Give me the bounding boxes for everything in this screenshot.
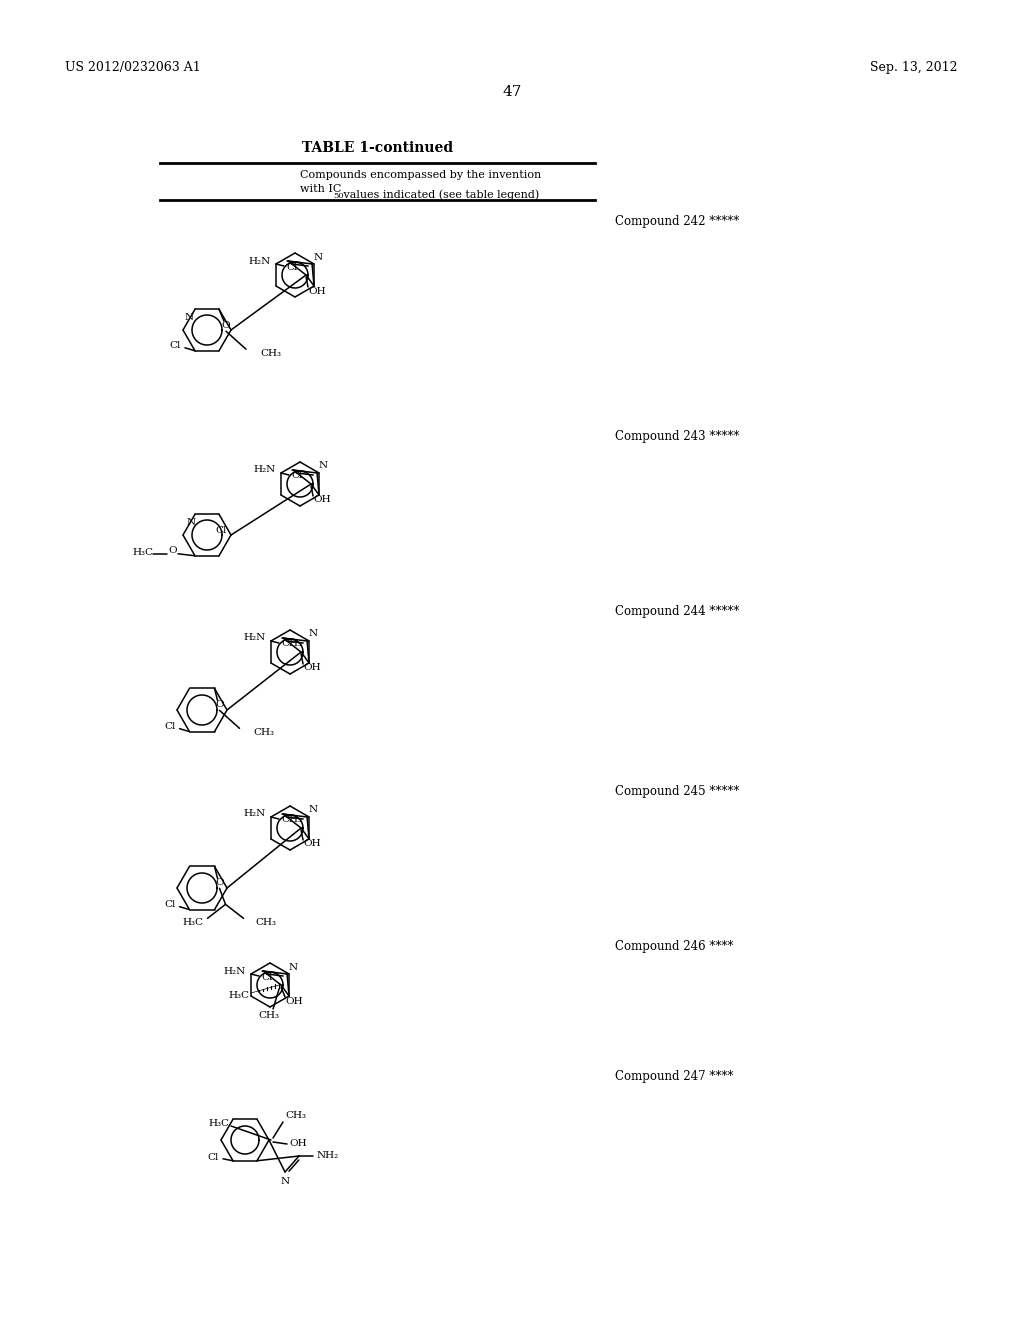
Text: O: O: [221, 321, 230, 330]
Text: H₂N: H₂N: [244, 634, 266, 643]
Text: Cl: Cl: [208, 1154, 219, 1163]
Text: N: N: [313, 252, 323, 261]
Text: H₂N: H₂N: [254, 466, 276, 474]
Text: with IC: with IC: [300, 183, 341, 194]
Text: H₃C: H₃C: [208, 1119, 229, 1129]
Text: CH₃: CH₃: [281, 639, 302, 648]
Text: Compound 244 *****: Compound 244 *****: [615, 605, 739, 618]
Text: Compound 246 ****: Compound 246 ****: [615, 940, 733, 953]
Text: OH: OH: [285, 997, 303, 1006]
Text: O: O: [215, 878, 224, 887]
Text: N: N: [184, 313, 194, 322]
Text: N: N: [318, 462, 328, 470]
Text: OH: OH: [313, 495, 331, 504]
Text: H₃C: H₃C: [228, 990, 249, 999]
Text: CH₃: CH₃: [256, 917, 276, 927]
Text: values indicated (see table legend): values indicated (see table legend): [340, 189, 540, 199]
Text: CH₃: CH₃: [260, 348, 281, 358]
Text: Compound 242 *****: Compound 242 *****: [615, 215, 739, 228]
Text: Cl: Cl: [164, 722, 175, 731]
Text: H₂N: H₂N: [224, 966, 246, 975]
Text: NH₂: NH₂: [317, 1151, 339, 1160]
Text: OH: OH: [308, 286, 326, 296]
Text: OH: OH: [289, 1139, 306, 1148]
Text: CH₃: CH₃: [281, 816, 302, 825]
Text: H₃C: H₃C: [132, 548, 153, 557]
Text: CH₃: CH₃: [285, 1111, 306, 1121]
Text: Cl: Cl: [215, 525, 226, 535]
Text: Cl: Cl: [170, 342, 181, 350]
Text: OH: OH: [303, 664, 321, 672]
Text: N: N: [281, 1176, 290, 1185]
Text: Cl: Cl: [286, 263, 297, 272]
Text: 50: 50: [333, 191, 344, 199]
Text: N: N: [308, 805, 317, 814]
Text: CH₃: CH₃: [254, 727, 274, 737]
Text: TABLE 1-continued: TABLE 1-continued: [302, 141, 454, 154]
Text: Compound 245 *****: Compound 245 *****: [615, 785, 739, 799]
Text: Compound 247 ****: Compound 247 ****: [615, 1071, 733, 1082]
Text: O: O: [169, 546, 177, 556]
Text: OH: OH: [303, 840, 321, 849]
Text: 47: 47: [503, 84, 521, 99]
Text: Compounds encompassed by the invention: Compounds encompassed by the invention: [300, 170, 542, 180]
Text: US 2012/0232063 A1: US 2012/0232063 A1: [65, 62, 201, 74]
Text: H₃C: H₃C: [182, 917, 204, 927]
Text: N: N: [186, 517, 196, 527]
Text: Cl: Cl: [261, 973, 272, 982]
Text: CH₃: CH₃: [258, 1011, 280, 1019]
Text: H₂N: H₂N: [244, 809, 266, 818]
Text: Sep. 13, 2012: Sep. 13, 2012: [870, 62, 958, 74]
Text: Cl: Cl: [291, 471, 302, 480]
Text: Cl: Cl: [164, 900, 175, 909]
Text: N: N: [288, 962, 297, 972]
Text: N: N: [308, 630, 317, 639]
Text: H₂N: H₂N: [249, 256, 271, 265]
Text: Compound 243 *****: Compound 243 *****: [615, 430, 739, 444]
Text: O: O: [215, 700, 224, 709]
